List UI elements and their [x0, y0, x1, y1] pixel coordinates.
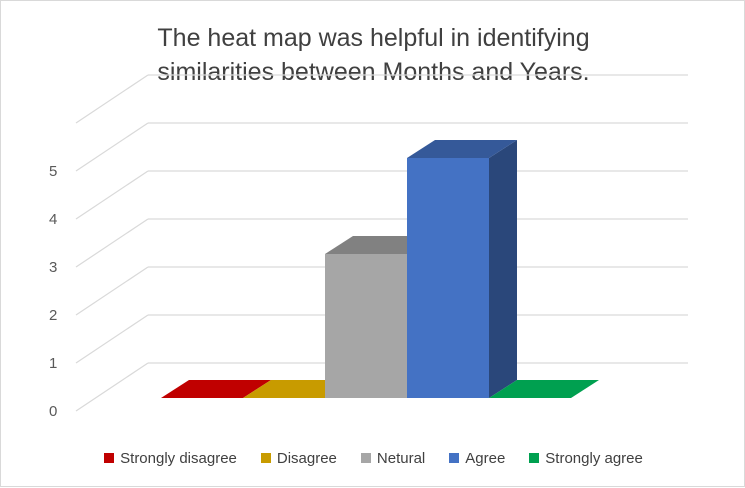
y-tick-label: 2	[49, 307, 57, 324]
legend-item: Netural	[360, 449, 426, 467]
bars	[161, 140, 599, 398]
bar-top-face	[489, 380, 599, 398]
legend-item: Strongly disagree	[104, 450, 237, 467]
bar-3	[407, 140, 517, 398]
bar-front-face	[325, 254, 407, 398]
y-axis-ticks: 0 1 2 3 4 5	[49, 163, 57, 420]
chart-title-line-2: similarities between Months and Years.	[157, 58, 590, 86]
y-tick-label: 5	[49, 163, 57, 180]
bar-front-face	[407, 158, 489, 398]
legend-label: Disagree	[276, 449, 337, 467]
gridline-side-3	[75, 218, 149, 268]
gridline-side-4	[75, 170, 149, 220]
legend-item: Disagree	[260, 449, 337, 467]
legend-swatch	[360, 453, 371, 463]
bar-4	[489, 380, 599, 398]
bar-top-face	[407, 140, 517, 158]
gridline-side-1	[75, 314, 149, 364]
legend-label: Strongly agree	[545, 449, 643, 467]
chart-title-line-1: The heat map was helpful in identifying	[157, 24, 590, 52]
bar-top-face	[161, 380, 271, 398]
legend-swatch	[104, 453, 115, 463]
legend-item: Agree	[449, 450, 505, 467]
y-tick-label: 0	[49, 403, 57, 420]
y-tick-label: 1	[49, 355, 57, 372]
y-tick-label: 3	[49, 259, 57, 276]
chart-title: The heat map was helpful in identifying …	[1, 21, 745, 89]
gridline-side-5	[75, 122, 149, 172]
bar-side-face	[489, 140, 517, 398]
legend-label: Agree	[465, 449, 506, 467]
legend-item: Strongly agree	[529, 450, 643, 467]
legend-swatch	[529, 453, 540, 463]
legend-swatch	[449, 453, 460, 463]
legend-label: Netural	[376, 449, 426, 467]
legend: Strongly disagree Disagree Netural Agree Str…	[1, 446, 745, 470]
gridline-side-0	[75, 362, 149, 412]
legend-label: Strongly disagree	[120, 449, 237, 467]
legend-swatch	[260, 453, 271, 463]
y-tick-label: 4	[49, 211, 57, 228]
gridline-side-6	[75, 74, 149, 124]
gridline-side-2	[75, 266, 149, 316]
bar-0	[161, 380, 271, 398]
